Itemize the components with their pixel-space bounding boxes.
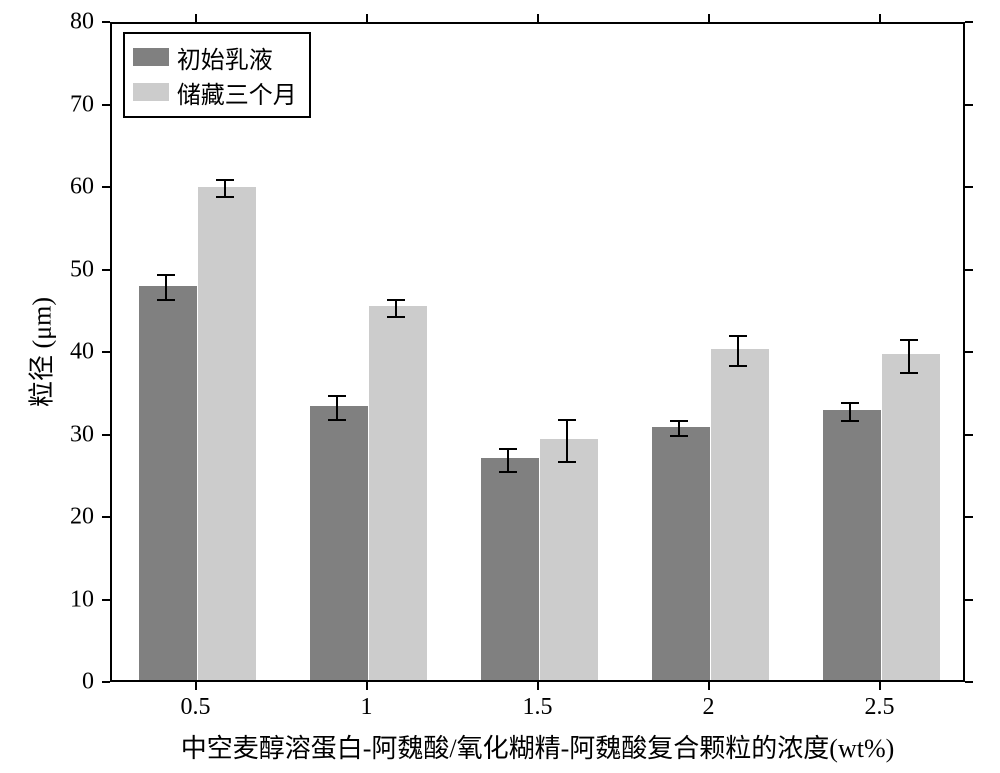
plot-area [110,22,965,682]
error-bar [395,300,397,317]
x-tick [195,14,197,22]
error-cap [216,196,234,198]
error-cap [499,471,517,473]
error-bar [336,396,338,421]
x-tick [708,682,710,690]
x-tick [366,14,368,22]
y-tick [965,599,973,601]
error-bar [165,275,167,300]
bar [540,439,598,680]
y-tick-label: 80 [0,9,94,36]
legend-label: 初始乳液 [177,40,273,75]
y-tick [102,351,110,353]
x-tick [195,682,197,690]
legend-label: 储藏三个月 [177,75,297,110]
y-tick [965,21,973,23]
y-tick [965,269,973,271]
bar [882,354,940,680]
y-tick [102,516,110,518]
y-tick [965,516,973,518]
y-tick [102,681,110,683]
y-tick-label: 0 [0,669,94,696]
bar [198,187,256,680]
bar [369,306,427,680]
error-cap [900,339,918,341]
legend-item: 储藏三个月 [133,75,297,110]
chart-container: 010203040506070800.511.522.5 粒径 (μm) 中空麦… [0,0,1000,773]
bar [652,427,710,680]
error-cap [841,420,859,422]
legend-swatch [133,48,169,66]
error-bar [849,403,851,421]
y-tick [965,434,973,436]
x-tick-label: 2 [703,694,715,721]
x-tick [537,14,539,22]
y-tick-label: 60 [0,174,94,201]
error-cap [558,419,576,421]
error-bar [737,336,739,366]
error-bar [224,180,226,197]
x-tick-label: 1.5 [523,694,553,721]
x-tick-label: 2.5 [865,694,895,721]
x-tick [708,14,710,22]
y-tick [102,104,110,106]
y-tick [102,21,110,23]
error-bar [507,449,509,472]
x-tick [879,14,881,22]
y-tick [102,434,110,436]
error-cap [900,372,918,374]
error-cap [670,435,688,437]
y-tick [965,681,973,683]
bar [823,410,881,680]
error-bar [908,340,910,373]
legend: 初始乳液储藏三个月 [123,32,311,118]
error-cap [387,299,405,301]
error-cap [558,461,576,463]
error-cap [499,448,517,450]
error-cap [387,316,405,318]
x-axis-title: 中空麦醇溶蛋白-阿魏酸/氧化糊精-阿魏酸复合颗粒的浓度(wt%) [181,728,895,765]
error-cap [729,365,747,367]
error-cap [328,395,346,397]
y-tick [965,186,973,188]
x-tick [879,682,881,690]
error-cap [328,419,346,421]
y-tick-label: 30 [0,421,94,448]
x-tick [366,682,368,690]
y-tick [102,599,110,601]
y-tick [965,104,973,106]
y-tick-label: 50 [0,256,94,283]
y-axis-title: 粒径 (μm) [22,297,59,407]
error-bar [566,420,568,461]
bar [139,286,197,680]
legend-item: 初始乳液 [133,40,297,75]
error-cap [157,299,175,301]
x-tick-label: 1 [361,694,373,721]
error-bar [678,421,680,436]
error-cap [841,402,859,404]
error-cap [729,335,747,337]
x-tick-label: 0.5 [181,694,211,721]
y-tick-label: 20 [0,504,94,531]
y-tick [965,351,973,353]
y-tick [102,186,110,188]
error-cap [157,274,175,276]
error-cap [670,420,688,422]
x-tick [537,682,539,690]
y-tick-label: 10 [0,586,94,613]
legend-swatch [133,83,169,101]
bar [481,458,539,680]
error-cap [216,179,234,181]
y-tick [102,269,110,271]
bar [711,349,769,680]
y-tick-label: 70 [0,91,94,118]
bar [310,406,368,680]
